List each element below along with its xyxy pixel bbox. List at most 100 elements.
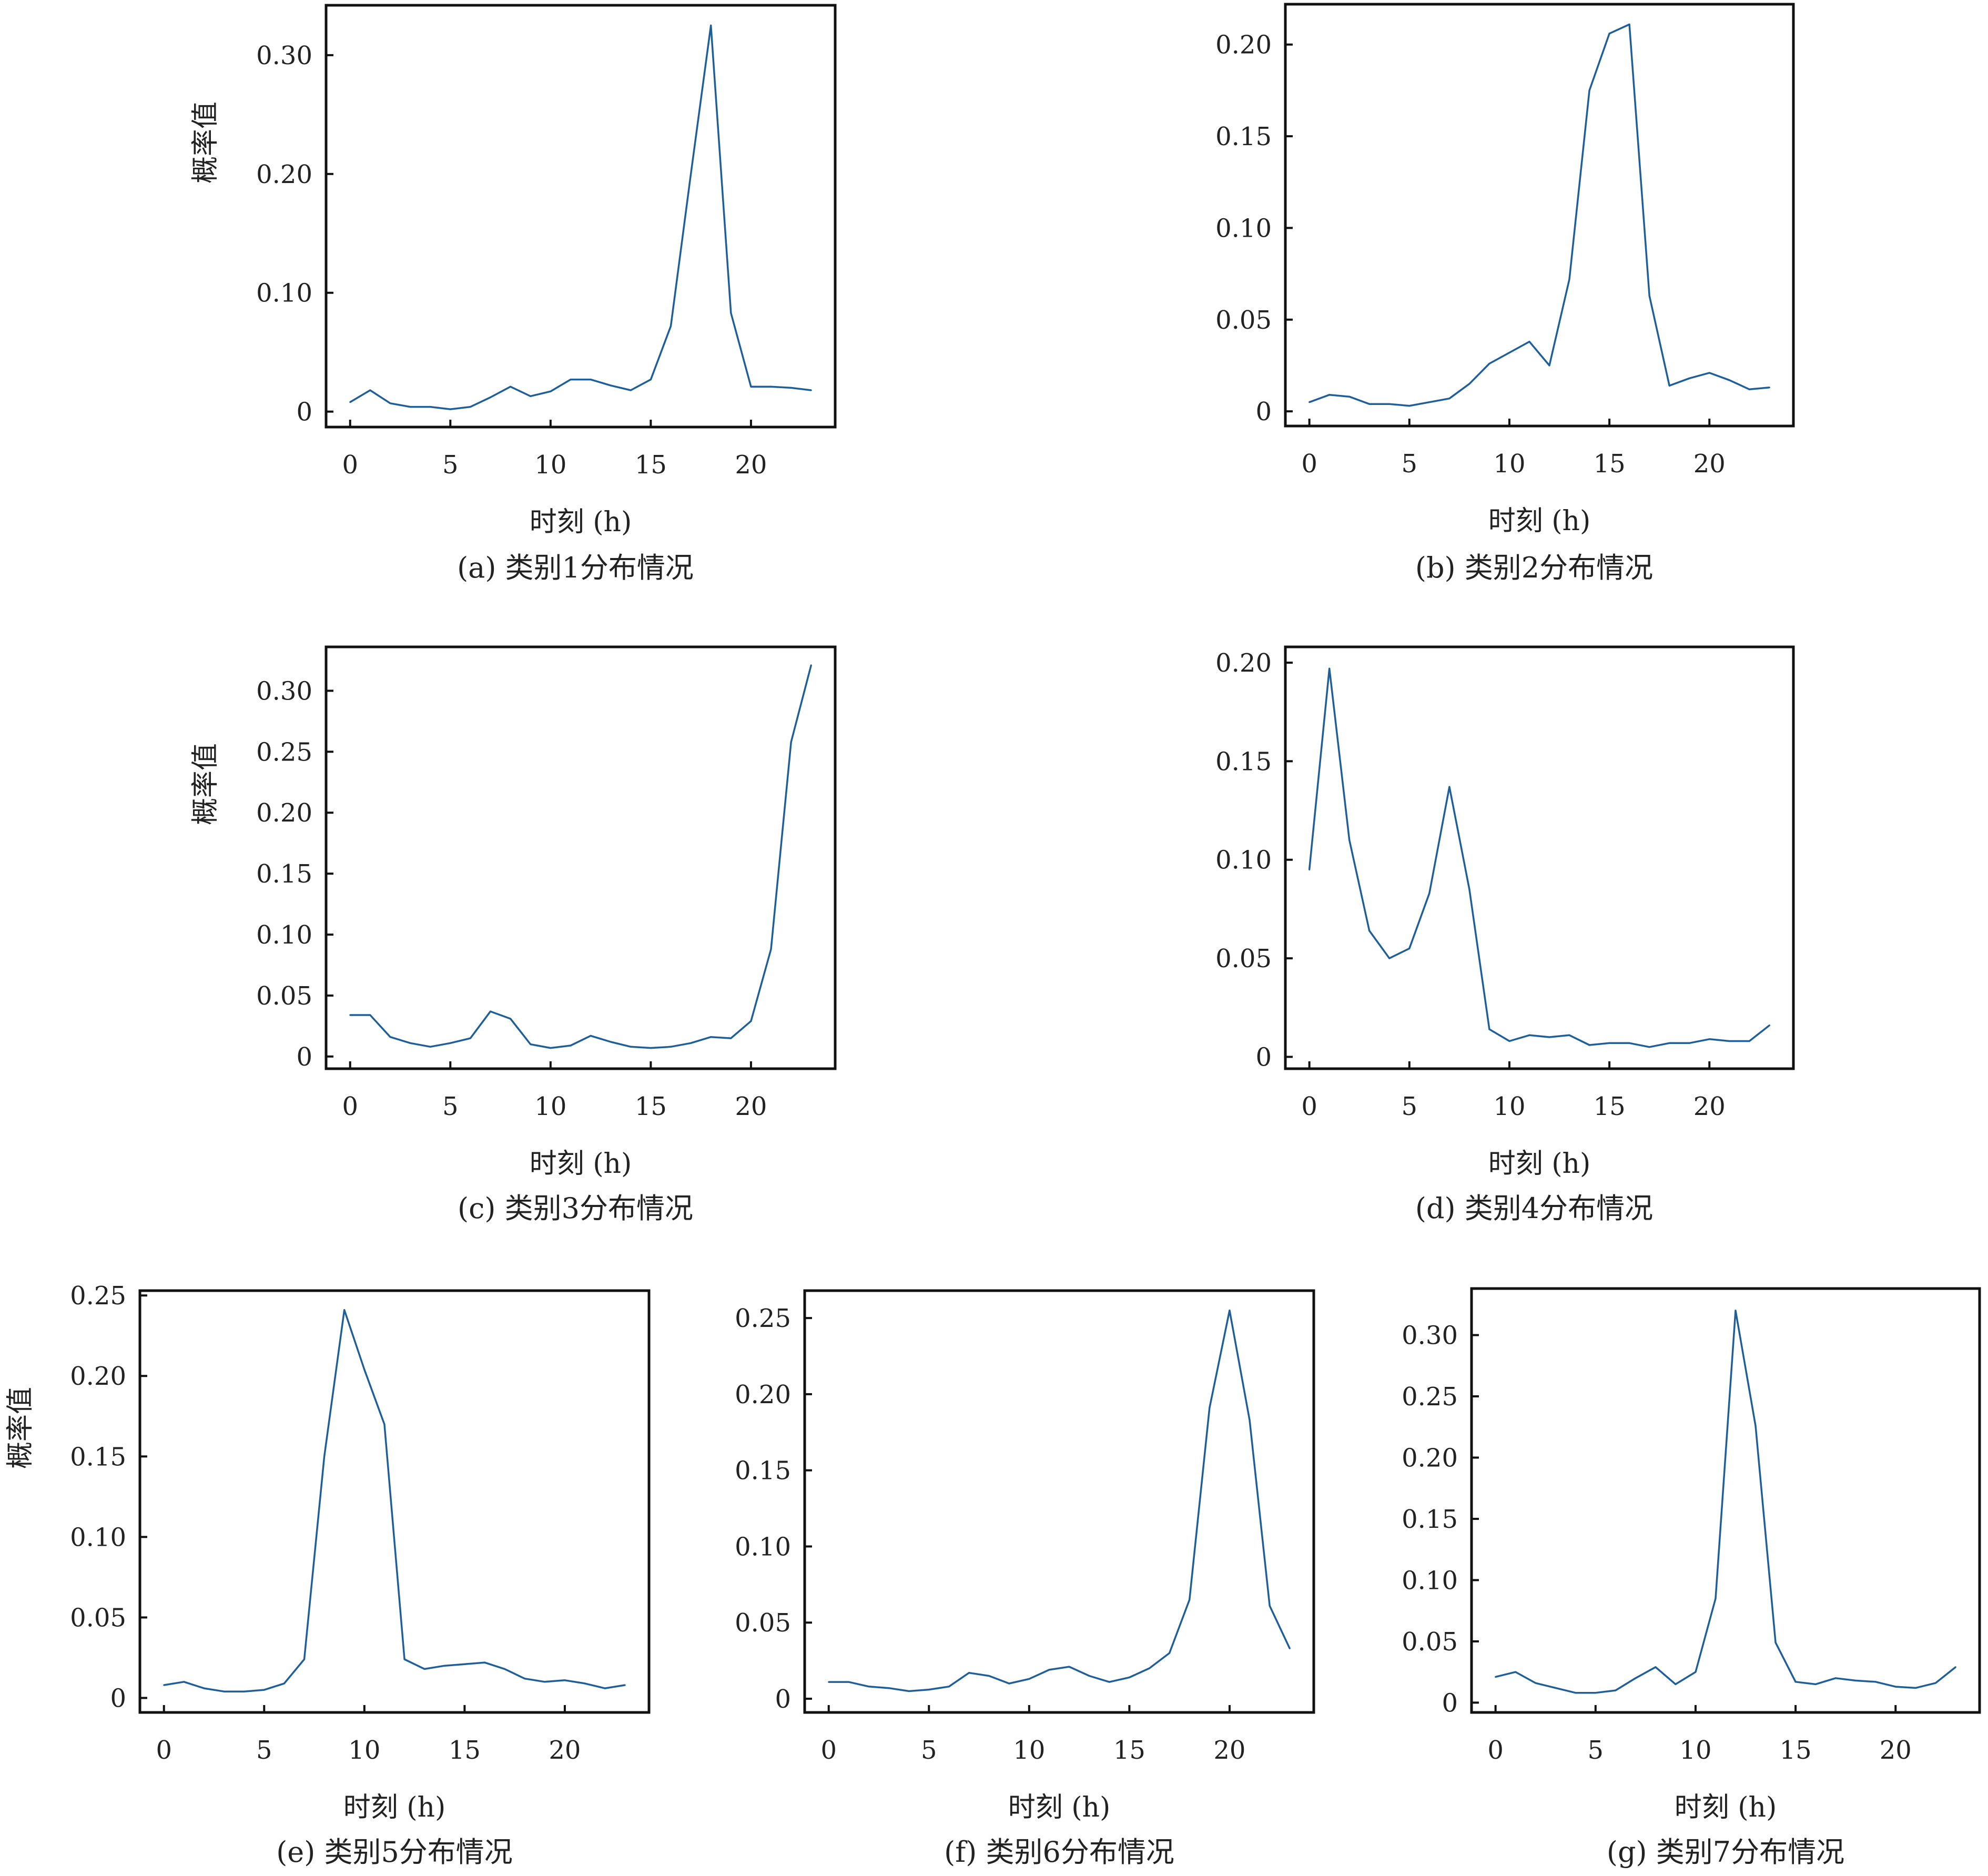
data-point — [1229, 1310, 1231, 1312]
x-axis-label: 时刻 (h) — [530, 506, 632, 538]
data-point — [1128, 1676, 1130, 1678]
data-point — [530, 1043, 532, 1046]
y-tick-label: 0.15 — [1402, 1505, 1458, 1534]
series-line — [1309, 23, 1770, 407]
y-tick-label: 0.10 — [70, 1523, 126, 1552]
data-point — [1488, 1028, 1490, 1030]
y-tick-label: 0.15 — [1215, 122, 1272, 151]
y-axis-label: 概率值 — [190, 743, 221, 825]
data-point — [1608, 1042, 1610, 1044]
data-point — [383, 1423, 386, 1425]
data-point — [1088, 1675, 1090, 1677]
data-point — [1568, 278, 1570, 280]
x-tick-label: 15 — [1113, 1736, 1145, 1765]
data-point — [650, 1047, 652, 1049]
data-point — [1368, 930, 1371, 932]
y-tick-label: 0.05 — [735, 1608, 791, 1638]
y-axis-label: 概率值 — [5, 1387, 36, 1469]
data-point — [343, 1309, 346, 1311]
data-point — [1635, 1677, 1637, 1679]
data-point — [423, 1668, 425, 1670]
data-point — [524, 1678, 526, 1680]
data-point — [1655, 1666, 1657, 1668]
y-tick-label: 0.05 — [256, 981, 312, 1011]
y-tick-label: 0.05 — [70, 1603, 126, 1632]
data-point — [610, 384, 612, 387]
data-point — [848, 1681, 850, 1683]
x-tick-label: 5 — [256, 1736, 272, 1765]
data-point — [163, 1684, 165, 1686]
x-tick-label: 5 — [1402, 449, 1418, 479]
x-tick-label: 5 — [442, 1092, 459, 1121]
data-point — [1548, 364, 1550, 367]
y-tick-label: 0.25 — [1402, 1382, 1458, 1412]
data-point — [1488, 362, 1490, 364]
data-point — [1555, 1687, 1557, 1689]
data-point — [1668, 1042, 1670, 1044]
data-point — [1728, 1040, 1730, 1042]
data-point — [1289, 1647, 1291, 1649]
x-tick-label: 20 — [735, 1092, 767, 1121]
data-point — [564, 1679, 566, 1681]
data-point — [604, 1687, 606, 1689]
data-point — [510, 386, 512, 388]
y-tick-label: 0 — [296, 1042, 312, 1072]
data-point — [1748, 1040, 1750, 1042]
y-tick-label: 0.20 — [256, 798, 312, 828]
data-point — [1528, 341, 1530, 343]
x-tick-label: 5 — [1588, 1736, 1604, 1765]
series-line — [349, 24, 812, 410]
data-point — [828, 1681, 830, 1683]
data-point — [1028, 1678, 1030, 1680]
data-point — [443, 1665, 445, 1667]
chart-panel-4: 0 5 10 15 20 0 0.05 0.10 0.15 0.20 时刻 (h) (d) 类别4分布… — [1215, 645, 1795, 1225]
data-point — [1748, 388, 1750, 390]
data-point — [1468, 383, 1470, 385]
data-point — [1388, 957, 1391, 959]
data-point — [490, 1010, 492, 1012]
data-point — [790, 741, 792, 743]
x-tick-label: 0 — [1301, 449, 1317, 479]
y-tick-label: 0.20 — [735, 1380, 791, 1409]
data-point — [1575, 1692, 1577, 1694]
data-point — [1595, 1692, 1597, 1694]
data-point — [810, 664, 812, 666]
chart-panel-3: 0 5 10 15 20 0 0.05 0.10 0.15 0.20 0.25 0.30 时刻 (h) 概… — [190, 645, 837, 1225]
y-tick-label: 0.15 — [70, 1442, 126, 1472]
data-point — [1309, 401, 1311, 403]
data-point — [550, 1047, 552, 1049]
data-point — [1648, 1046, 1650, 1048]
data-point — [363, 1368, 366, 1371]
data-point — [770, 948, 772, 950]
data-point — [1628, 23, 1630, 25]
x-tick-label: 0 — [156, 1736, 172, 1765]
data-point — [730, 1037, 732, 1039]
data-point — [1954, 1666, 1956, 1668]
data-point — [1328, 667, 1331, 670]
y-tick-label: 0.20 — [1402, 1443, 1458, 1473]
x-tick-label: 15 — [635, 450, 667, 480]
data-point — [1269, 1605, 1271, 1607]
data-point — [1309, 868, 1311, 870]
data-point — [223, 1690, 225, 1692]
chart-panel-6: 0 5 10 15 20 0 0.05 0.10 0.15 0.20 0.25 时刻 (h) (f) 类… — [735, 1289, 1315, 1869]
data-point — [243, 1690, 245, 1692]
series-line — [1495, 1310, 1956, 1694]
data-point — [389, 402, 391, 404]
y-tick-label: 0.10 — [735, 1532, 791, 1561]
subfigure-caption: (g) 类别7分布情况 — [1607, 1836, 1844, 1869]
data-point — [1894, 1686, 1896, 1688]
series-line — [350, 665, 812, 1049]
data-point — [409, 1042, 411, 1044]
x-tick-label: 10 — [1679, 1736, 1711, 1765]
x-tick-label: 20 — [1693, 449, 1726, 479]
data-point — [1648, 295, 1650, 297]
data-point — [1428, 892, 1431, 894]
data-point — [1508, 352, 1510, 354]
data-point — [630, 1046, 632, 1048]
data-point — [670, 1046, 672, 1048]
subfigure-caption: (b) 类别2分布情况 — [1415, 551, 1653, 584]
data-point — [263, 1689, 265, 1691]
data-point — [1368, 403, 1371, 405]
data-point — [1189, 1599, 1191, 1601]
